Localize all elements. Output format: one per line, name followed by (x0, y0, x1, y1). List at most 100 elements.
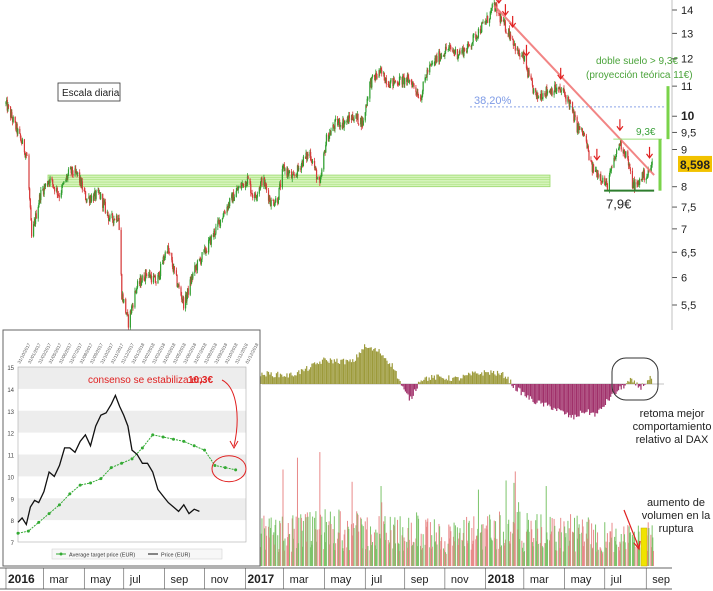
volume-bar (310, 540, 312, 566)
candle-body (389, 81, 391, 88)
volume-bar (537, 528, 539, 566)
candle-body (521, 55, 524, 57)
candle-body (146, 274, 148, 276)
candle-body (510, 34, 512, 39)
volume-bar (426, 521, 428, 566)
candle-body (127, 314, 129, 328)
candle-body (346, 117, 349, 121)
volume-bar (384, 516, 386, 566)
volume-bar (427, 518, 429, 566)
rs-bar (607, 384, 609, 401)
candle-body (269, 196, 271, 202)
volume-bar (288, 534, 290, 566)
candle-body (512, 38, 514, 40)
candle-body (113, 218, 116, 221)
volume-bar (433, 519, 435, 566)
candle-body (42, 189, 45, 195)
volume-bar (629, 532, 631, 566)
rs-bar (385, 358, 387, 384)
candle-body (408, 79, 410, 83)
rs-bar (615, 384, 617, 395)
candle-body (369, 79, 372, 82)
volume-bar (554, 550, 556, 566)
candle-body (20, 138, 22, 142)
volume-bar (337, 532, 339, 566)
candle-body (173, 266, 176, 271)
price-axis-label: 9 (681, 145, 687, 157)
candle-body (328, 136, 330, 142)
candle-body (334, 119, 336, 129)
volume-bar (343, 534, 345, 566)
sell-arrow-head (616, 125, 624, 132)
candle-body (60, 192, 62, 198)
volume-bar (651, 525, 653, 566)
volume-bar (297, 543, 299, 566)
rs-bar (424, 377, 426, 384)
candle-body (140, 277, 142, 286)
candle-body (569, 101, 571, 107)
rs-bar (361, 349, 363, 384)
candle-body (366, 98, 368, 106)
rs-bar (548, 384, 550, 405)
volume-bar (339, 511, 341, 566)
volume-bar (545, 486, 547, 566)
volume-bar (468, 520, 470, 566)
volume-bar (647, 522, 649, 566)
rs-bar (399, 381, 401, 384)
candle-body (256, 193, 258, 198)
candle-body (587, 146, 589, 148)
volume-bar (581, 532, 583, 566)
inset-band (18, 454, 246, 477)
rs-bar (281, 374, 283, 384)
volume-bar (443, 548, 445, 566)
volume-bar (393, 524, 395, 566)
candle-body (342, 119, 345, 128)
volume-bar (547, 539, 549, 566)
candle-body (629, 163, 631, 169)
candle-body (177, 286, 179, 288)
volume-bar (383, 521, 385, 566)
candle-body (292, 173, 294, 176)
rs-bar (313, 362, 316, 384)
volume-bar (605, 541, 607, 566)
candle-body (600, 174, 602, 181)
candle-body (25, 153, 27, 156)
candle-body (44, 183, 47, 187)
candle-body (98, 192, 101, 194)
rs-bar (490, 370, 492, 384)
candle-body (330, 130, 332, 135)
candle-body (480, 32, 482, 34)
volume-bar (265, 526, 267, 566)
inset-target-point (78, 483, 82, 487)
volume-bar (306, 541, 308, 566)
volume-bar (482, 524, 484, 566)
inset-y-label: 10 (7, 475, 14, 481)
candle-body (448, 47, 450, 50)
rs-bar (349, 359, 351, 384)
candle-body (495, 4, 497, 5)
candle-body (379, 68, 381, 73)
candle-body (217, 220, 219, 227)
volume-bar (522, 547, 524, 566)
rs-bar (428, 377, 430, 384)
candle-body (204, 247, 206, 250)
time-axis-label: may (90, 574, 111, 586)
candle-body (362, 118, 364, 126)
rs-bar (644, 384, 646, 385)
candle-body (172, 266, 174, 272)
candle-body (527, 70, 530, 78)
volume-bar (563, 521, 565, 566)
volume-bar (496, 538, 498, 566)
candle-body (250, 184, 252, 194)
candle-body (410, 79, 412, 83)
inset-target-point (140, 446, 144, 450)
candle-body (121, 274, 123, 300)
volume-bar (541, 545, 543, 566)
inset-target-point (192, 444, 196, 448)
candle-body (108, 215, 110, 221)
candle-body (102, 193, 104, 208)
candle-body (198, 258, 201, 261)
volume-bar (527, 529, 529, 566)
candle-body (287, 170, 289, 176)
candle-body (274, 202, 276, 206)
